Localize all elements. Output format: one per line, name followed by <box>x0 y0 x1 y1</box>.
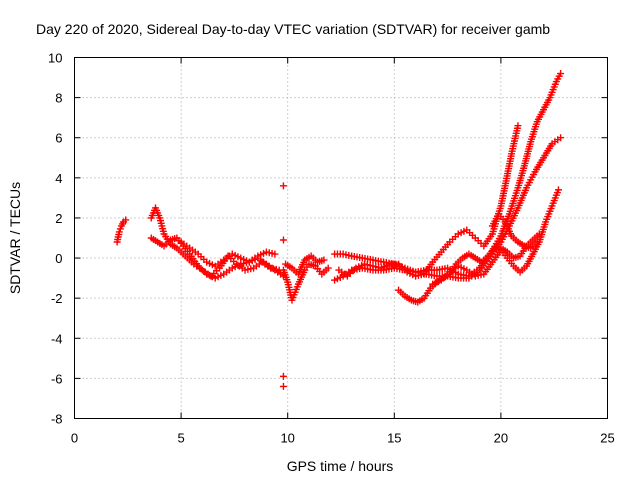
data-point <box>514 122 522 130</box>
y-tick-label: 6 <box>55 131 62 146</box>
data-point <box>279 372 287 380</box>
y-tick-label: -4 <box>51 331 63 346</box>
y-tick-label: 2 <box>55 211 62 226</box>
x-tick-label: 15 <box>387 431 401 446</box>
data-point <box>557 70 565 78</box>
data-point <box>271 250 279 258</box>
data-point <box>533 238 541 246</box>
plot-frame <box>74 57 608 419</box>
data-point <box>324 264 332 272</box>
axis-ticks: 0 5 10 15 20 25 -8 -6 -4 -2 0 2 4 6 8 10 <box>48 51 615 446</box>
data-point <box>554 186 562 194</box>
x-tick-label: 10 <box>280 431 294 446</box>
y-tick-label: -8 <box>51 412 63 427</box>
y-axis-label: SDTVAR / TECUs <box>7 182 23 294</box>
data-point <box>279 236 287 244</box>
data-point <box>557 134 565 142</box>
x-tick-label: 25 <box>600 431 614 446</box>
data-point <box>279 182 287 190</box>
y-tick-label: 8 <box>55 91 62 106</box>
chart-title: Day 220 of 2020, Sidereal Day-to-day VTE… <box>36 21 550 37</box>
x-tick-label: 20 <box>494 431 508 446</box>
data-point <box>279 382 287 390</box>
y-tick-label: 10 <box>48 51 62 66</box>
y-tick-label: -6 <box>51 371 63 386</box>
x-axis-label: GPS time / hours <box>287 458 394 474</box>
y-tick-label: -2 <box>51 291 63 306</box>
data-point <box>320 256 328 264</box>
x-tick-label: 0 <box>71 431 78 446</box>
y-tick-label: 4 <box>55 171 62 186</box>
data-points <box>113 70 565 390</box>
y-tick-label: 0 <box>55 251 62 266</box>
x-tick-label: 5 <box>177 431 184 446</box>
data-point <box>122 216 130 224</box>
